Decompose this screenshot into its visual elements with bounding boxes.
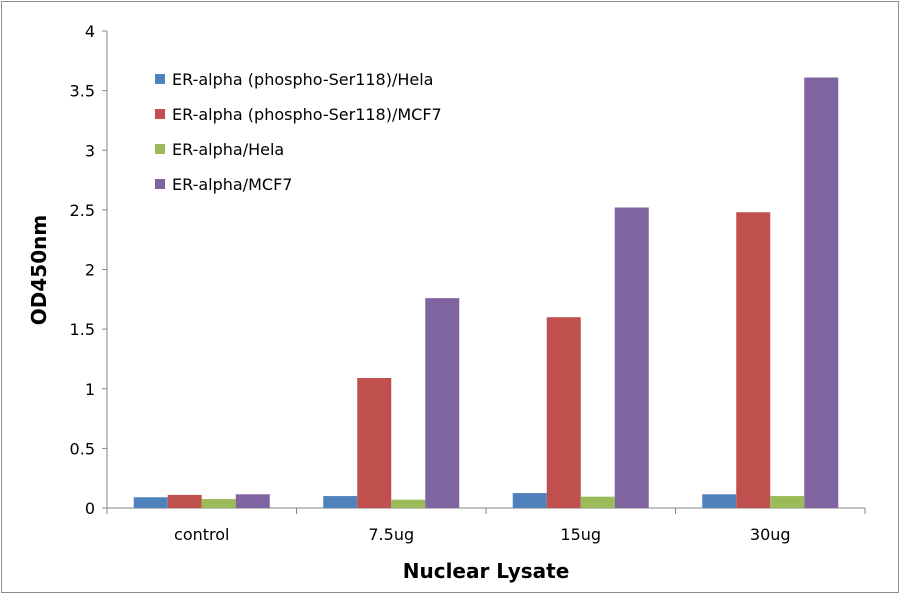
x-axis-label: Nuclear Lysate: [403, 559, 570, 583]
x-tick-label: 7.5ug: [368, 525, 414, 544]
axes: 0 0.5 1 1.5 2 2.5 3 3.5 4 control 7.5ug 15ug 30ug: [70, 22, 866, 544]
bar-15ug-series-2: [580, 496, 615, 508]
y-tick-label: 2.5: [70, 201, 95, 220]
y-axis-label: OD450nm: [27, 215, 51, 325]
legend-label: ER-alpha/MCF7: [172, 175, 292, 194]
y-tick-label: 0: [85, 499, 95, 518]
bar-7.5ug-series-2: [391, 499, 426, 508]
y-tick-label: 3.5: [70, 82, 95, 101]
bar-7.5ug-series-1: [357, 378, 392, 508]
bar-7.5ug-series-0: [323, 496, 358, 508]
bar-15ug-series-1: [546, 317, 581, 508]
x-tick-label: 30ug: [750, 525, 791, 544]
y-tick-label: 1: [85, 380, 95, 399]
x-tick-label: control: [174, 525, 229, 544]
y-tick-label: 0.5: [70, 439, 95, 458]
bar-30ug-series-2: [770, 496, 805, 508]
legend-swatch: [155, 179, 165, 189]
bar-30ug-series-0: [702, 494, 737, 508]
y-tick-label: 4: [85, 22, 95, 41]
bar-30ug-series-1: [736, 212, 771, 508]
legend-label: ER-alpha (phospho-Ser118)/MCF7: [172, 105, 442, 124]
bars: [133, 77, 839, 509]
y-tick-label: 3: [85, 141, 95, 160]
bar-control-series-0: [133, 497, 168, 508]
legend: ER-alpha (phospho-Ser118)/Hela ER-alpha (…: [155, 70, 442, 194]
y-tick-label: 1.5: [70, 320, 95, 339]
bar-15ug-series-0: [512, 493, 547, 508]
legend-swatch: [155, 109, 165, 119]
bar-15ug-series-3: [614, 207, 649, 509]
legend-label: ER-alpha/Hela: [172, 140, 284, 159]
legend-swatch: [155, 144, 165, 154]
bar-control-series-3: [235, 494, 270, 508]
bar-control-series-2: [201, 499, 236, 508]
bar-7.5ug-series-3: [425, 298, 460, 508]
legend-label: ER-alpha (phospho-Ser118)/Hela: [172, 70, 433, 89]
bar-30ug-series-3: [804, 77, 839, 508]
legend-swatch: [155, 74, 165, 84]
x-tick-label: 15ug: [560, 525, 601, 544]
bar-control-series-1: [167, 494, 202, 508]
y-tick-label: 2: [85, 261, 95, 280]
